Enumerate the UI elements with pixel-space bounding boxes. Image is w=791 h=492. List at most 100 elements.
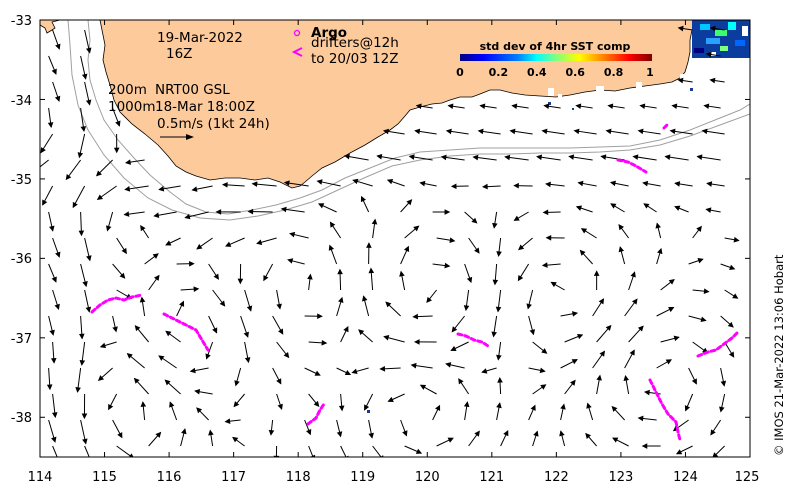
x-tick-label: 123 bbox=[608, 470, 633, 485]
current-arrow-head bbox=[668, 278, 675, 285]
x-tick-label: 115 bbox=[92, 470, 117, 485]
current-arrow-head bbox=[668, 307, 675, 313]
current-arrow-head bbox=[415, 103, 422, 110]
current-arrow-head bbox=[573, 128, 580, 135]
current-arrow-head bbox=[540, 384, 547, 390]
current-arrow-head bbox=[696, 225, 702, 232]
current-arrow-head bbox=[215, 209, 222, 215]
current-arrow-head bbox=[366, 242, 372, 248]
current-arrow-head bbox=[112, 326, 118, 333]
current-arrow-head bbox=[572, 311, 579, 317]
current-arrow-head bbox=[643, 389, 650, 396]
current-arrow-head bbox=[492, 279, 499, 286]
current-arrow-head bbox=[247, 208, 254, 215]
current-arrow-head bbox=[463, 305, 470, 312]
current-arrow-head bbox=[221, 182, 228, 188]
current-arrow-head bbox=[51, 412, 58, 419]
y-tick-label: -37 bbox=[11, 332, 32, 347]
current-arrow-head bbox=[677, 77, 684, 84]
current-arrow-head bbox=[414, 128, 421, 135]
current-arrow-head bbox=[497, 376, 503, 383]
current-arrow-head bbox=[579, 249, 586, 256]
current-arrow-head bbox=[526, 303, 532, 310]
current-arrow-head bbox=[321, 340, 328, 346]
current-arrow-head bbox=[655, 222, 661, 229]
current-arrow-head bbox=[158, 355, 165, 361]
current-arrow-head bbox=[703, 288, 710, 294]
current-arrow-head bbox=[709, 77, 716, 84]
current-arrow-head bbox=[705, 207, 712, 213]
current-arrow-head bbox=[360, 195, 367, 203]
current-arrow-head bbox=[440, 154, 447, 161]
current-arrow-head bbox=[140, 401, 147, 407]
current-arrow-head bbox=[496, 251, 502, 257]
current-arrow-head bbox=[65, 173, 72, 181]
drifter-track bbox=[162, 312, 210, 352]
current-arrow-head bbox=[85, 306, 92, 313]
drifters-label: drifters@12h bbox=[311, 35, 399, 51]
current-arrow-head bbox=[117, 432, 123, 439]
current-arrow-head bbox=[466, 276, 473, 284]
drifter-legend-icon bbox=[291, 47, 303, 57]
current-arrow-head bbox=[338, 405, 345, 412]
current-arrow-head bbox=[47, 122, 54, 129]
current-arrow-head bbox=[105, 225, 112, 232]
current-arrow-head bbox=[128, 453, 134, 457]
current-arrow-head bbox=[263, 274, 269, 282]
current-arrow-head bbox=[630, 271, 636, 278]
current-arrow-head bbox=[720, 380, 727, 387]
current-arrow-head bbox=[208, 429, 214, 436]
current-arrow-head bbox=[449, 237, 456, 243]
current-arrow-head bbox=[509, 128, 516, 135]
current-arrow-head bbox=[665, 359, 672, 365]
current-arrow-head bbox=[376, 153, 383, 160]
current-arrow-head bbox=[474, 247, 480, 254]
current-arrow-head bbox=[212, 327, 218, 334]
current-arrow-head bbox=[674, 205, 681, 211]
current-arrow-head bbox=[371, 218, 378, 225]
current-arrow-head bbox=[415, 448, 423, 454]
drifter-track bbox=[456, 332, 490, 348]
current-arrow-head bbox=[550, 281, 557, 288]
current-arrow-head bbox=[115, 120, 121, 127]
current-arrow-head bbox=[283, 180, 290, 186]
current-arrow-head bbox=[113, 147, 120, 154]
current-arrow-head bbox=[368, 267, 375, 274]
current-arrow-head bbox=[194, 388, 201, 395]
colorbar-tick: 0 bbox=[456, 66, 464, 79]
current-arrow-head bbox=[79, 359, 86, 366]
current-arrow-head bbox=[95, 170, 102, 177]
y-tick-label: -36 bbox=[11, 252, 32, 267]
current-arrow-head bbox=[447, 103, 454, 110]
current-arrow-head bbox=[402, 430, 408, 437]
current-arrow-head bbox=[313, 400, 320, 408]
current-arrow-head bbox=[165, 240, 172, 246]
current-arrow-head bbox=[54, 303, 60, 310]
current-arrow-head bbox=[637, 325, 644, 332]
current-arrow-head bbox=[125, 159, 131, 165]
x-axis-labels: 114 115 116 117 118 119 120 121 122 123 … bbox=[28, 470, 760, 485]
current-arrow-head bbox=[337, 268, 343, 275]
current-arrow-head bbox=[51, 276, 57, 283]
current-arrow-head bbox=[458, 378, 464, 385]
current-arrow-head bbox=[419, 384, 427, 390]
current-arrow-head bbox=[709, 25, 716, 32]
current-arrow-head bbox=[541, 262, 548, 268]
current-arrow-head bbox=[727, 321, 734, 328]
current-arrow-head bbox=[189, 260, 195, 267]
current-arrow-head bbox=[426, 296, 432, 303]
current-arrow-head bbox=[387, 396, 394, 402]
current-arrow-head bbox=[49, 329, 55, 336]
current-arrow-head bbox=[46, 384, 53, 391]
current-arrow-head bbox=[382, 128, 389, 135]
current-arrow-head bbox=[153, 274, 160, 281]
current-arrow-head bbox=[77, 152, 84, 159]
current-arrow-head bbox=[511, 103, 518, 110]
current-arrow-head bbox=[181, 428, 187, 435]
current-arrow-head bbox=[338, 296, 344, 304]
product-label: NRT00 GSL bbox=[155, 82, 230, 98]
current-arrow-head bbox=[657, 247, 663, 255]
current-arrow-head bbox=[78, 230, 85, 237]
current-arrow-head bbox=[406, 199, 413, 206]
current-arrow-head bbox=[733, 236, 740, 243]
